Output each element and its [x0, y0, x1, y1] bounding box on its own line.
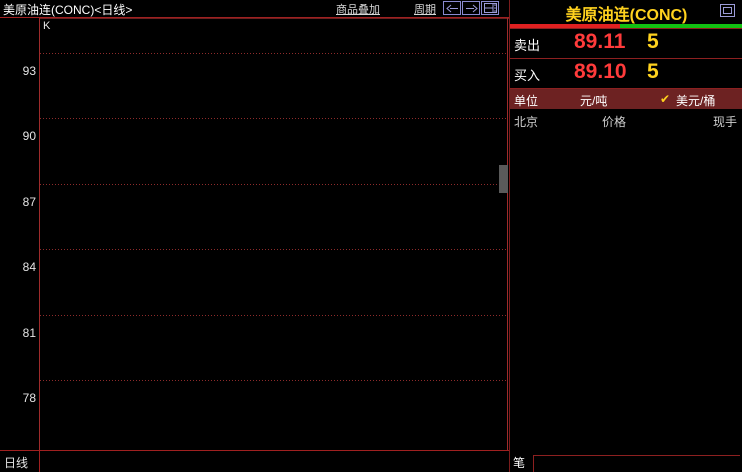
- x-axis: 日线: [0, 451, 509, 472]
- quote-panel: 美原油连(CONC) 卖出 89.11 5 买入 89.10 5 单位 元/吨 …: [509, 0, 742, 472]
- next-arrow-icon[interactable]: [462, 1, 480, 15]
- gridline: [40, 53, 508, 54]
- divider: [510, 88, 742, 89]
- y-axis-tick: 78: [22, 391, 36, 406]
- chart-scroll-thumb[interactable]: [499, 165, 508, 193]
- gridline: [40, 315, 508, 316]
- chart-nav-buttons: [443, 1, 499, 15]
- commodity-overlay-link[interactable]: 商品叠加: [336, 4, 380, 16]
- tab-bar-border: [533, 455, 740, 472]
- tick-tab-bar: 笔: [509, 452, 742, 472]
- x-axis-period-label: 日线: [4, 456, 29, 470]
- bid-label: 买入: [514, 68, 541, 83]
- unit-label: 单位: [514, 94, 539, 108]
- y-axis-tick: 81: [22, 325, 36, 340]
- unit-selector-row[interactable]: 单位 元/吨 ✔ 美元/桶: [510, 89, 742, 109]
- ratio-bar-sell: [510, 24, 620, 28]
- bid-ask-ratio-bar: [510, 24, 742, 28]
- chart-panel: 美原油连(CONC)<日线> 商品叠加 周期 93 90 87 84 81 78 K: [0, 0, 509, 472]
- tab-ticks[interactable]: 笔: [513, 456, 526, 470]
- gridline: [40, 184, 508, 185]
- bid-price: 89.10: [574, 60, 627, 83]
- period-link[interactable]: 周期: [414, 4, 436, 16]
- plot-top-border: [39, 18, 509, 19]
- divider: [510, 58, 742, 59]
- layout-icon[interactable]: [481, 1, 499, 15]
- titlebar-divider: [0, 17, 509, 18]
- prev-arrow-icon[interactable]: [443, 1, 461, 15]
- restore-window-icon[interactable]: [720, 4, 735, 17]
- ask-price: 89.11: [574, 30, 626, 53]
- quote-header: 美原油连(CONC): [510, 0, 742, 24]
- x-axis-border: [0, 450, 509, 451]
- ask-label: 卖出: [514, 38, 541, 53]
- ask-row[interactable]: 卖出 89.11 5: [510, 29, 742, 58]
- check-icon: ✔: [660, 92, 671, 106]
- gridline: [40, 118, 508, 119]
- unit-option-cny[interactable]: 元/吨: [580, 94, 608, 108]
- bid-row[interactable]: 买入 89.10 5: [510, 59, 742, 88]
- divider: [510, 28, 742, 29]
- y-axis-tick: 93: [22, 63, 36, 78]
- chart-titlebar: 美原油连(CONC)<日线> 商品叠加 周期: [0, 0, 509, 17]
- x-axis-separator: [39, 451, 40, 472]
- bid-volume: 5: [647, 60, 659, 83]
- y-axis-tick: 87: [22, 194, 36, 209]
- y-axis: 93 90 87 84 81 78: [0, 18, 36, 450]
- tick-table-header: 北京 价格 现手: [510, 109, 742, 130]
- gridline: [40, 249, 508, 250]
- candlestick-series[interactable]: [40, 18, 508, 450]
- instrument-name: 美原油连(CONC): [565, 7, 688, 24]
- col-time: 北京: [514, 115, 539, 129]
- k-chart-label: K: [43, 20, 51, 32]
- y-axis-tick: 90: [22, 129, 36, 144]
- ratio-bar-buy: [620, 24, 742, 28]
- unit-option-usd[interactable]: 美元/桶: [676, 94, 716, 108]
- y-axis-tick: 84: [22, 260, 36, 275]
- col-volume: 现手: [712, 115, 737, 129]
- chart-title: 美原油连(CONC)<日线>: [3, 3, 133, 17]
- gridline: [40, 380, 508, 381]
- ask-volume: 5: [647, 30, 659, 53]
- col-price: 价格: [602, 115, 627, 129]
- plot-frame: [39, 18, 508, 450]
